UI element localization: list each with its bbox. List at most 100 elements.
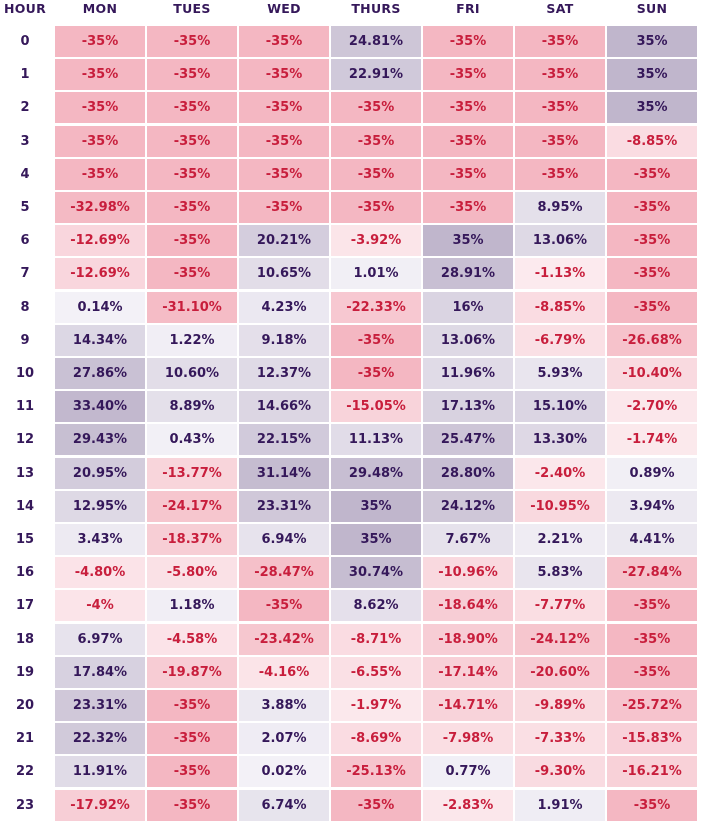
cell-wed-19: -4.16% bbox=[239, 656, 329, 688]
cell-fri-4: -35% bbox=[423, 158, 513, 190]
cell-tues-12: 0.43% bbox=[147, 424, 237, 456]
cell-thurs-16: 30.74% bbox=[331, 557, 421, 589]
row-label-hour-21: 21 bbox=[15, 731, 35, 747]
cell-tues-20: -35% bbox=[147, 690, 237, 721]
cell-fri-19: -17.14% bbox=[423, 656, 513, 688]
cell-sat-12: 13.30% bbox=[515, 424, 605, 456]
cell-sun-7: -35% bbox=[607, 258, 697, 290]
cell-sat-16: 5.83% bbox=[515, 557, 605, 589]
cell-tues-3: -35% bbox=[147, 125, 237, 157]
cell-fri-1: -35% bbox=[423, 59, 513, 91]
cell-sun-10: -10.40% bbox=[607, 358, 697, 389]
cell-tues-8: -31.10% bbox=[147, 291, 237, 323]
cell-thurs-22: -25.13% bbox=[331, 756, 421, 788]
cell-sun-2: 35% bbox=[607, 92, 697, 124]
cell-mon-16: -4.80% bbox=[55, 557, 145, 589]
cell-tues-1: -35% bbox=[147, 59, 237, 91]
cell-mon-15: 3.43% bbox=[55, 524, 145, 555]
cell-mon-12: 29.43% bbox=[55, 424, 145, 456]
cell-tues-13: -13.77% bbox=[147, 457, 237, 489]
row-label-hour-18: 18 bbox=[15, 631, 35, 647]
column-header-tues: TUES bbox=[173, 1, 211, 16]
cell-sun-3: -8.85% bbox=[607, 125, 697, 157]
cell-wed-4: -35% bbox=[239, 158, 329, 190]
cell-sat-19: -20.60% bbox=[515, 656, 605, 688]
cell-fri-11: 17.13% bbox=[423, 391, 513, 423]
cell-sat-2: -35% bbox=[515, 92, 605, 124]
cell-sat-22: -9.30% bbox=[515, 756, 605, 788]
cell-wed-14: 23.31% bbox=[239, 490, 329, 522]
cell-fri-7: 28.91% bbox=[423, 258, 513, 290]
row-label-hour-3: 3 bbox=[20, 133, 30, 149]
cell-fri-22: 0.77% bbox=[423, 756, 513, 788]
cell-wed-20: 3.88% bbox=[239, 690, 329, 721]
cell-wed-21: 2.07% bbox=[239, 723, 329, 755]
cell-wed-18: -23.42% bbox=[239, 623, 329, 655]
cell-mon-0: -35% bbox=[55, 26, 145, 57]
column-header-fri: FRI bbox=[456, 1, 480, 16]
column-header-sun: SUN bbox=[636, 1, 668, 16]
cell-thurs-12: 11.13% bbox=[331, 424, 421, 456]
cell-wed-0: -35% bbox=[239, 26, 329, 57]
cell-tues-9: 1.22% bbox=[147, 324, 237, 356]
cell-thurs-10: -35% bbox=[331, 358, 421, 389]
column-header-mon: MON bbox=[82, 1, 118, 16]
cell-fri-0: -35% bbox=[423, 26, 513, 57]
cell-thurs-8: -22.33% bbox=[331, 291, 421, 323]
cell-wed-1: -35% bbox=[239, 59, 329, 91]
row-label-hour-2: 2 bbox=[20, 100, 30, 116]
cell-tues-22: -35% bbox=[147, 756, 237, 788]
cell-wed-9: 9.18% bbox=[239, 324, 329, 356]
cell-thurs-17: 8.62% bbox=[331, 590, 421, 622]
cell-wed-22: 0.02% bbox=[239, 756, 329, 788]
column-header-wed: WED bbox=[267, 1, 301, 16]
cell-tues-6: -35% bbox=[147, 225, 237, 257]
cell-sun-9: -26.68% bbox=[607, 324, 697, 356]
row-label-hour-1: 1 bbox=[20, 67, 30, 83]
cell-thurs-9: -35% bbox=[331, 324, 421, 356]
row-label-hour-20: 20 bbox=[15, 698, 35, 713]
cell-tues-21: -35% bbox=[147, 723, 237, 755]
cell-wed-2: -35% bbox=[239, 92, 329, 124]
cell-tues-19: -19.87% bbox=[147, 656, 237, 688]
cell-wed-8: 4.23% bbox=[239, 291, 329, 323]
cell-tues-10: 10.60% bbox=[147, 358, 237, 389]
cell-wed-5: -35% bbox=[239, 192, 329, 223]
row-label-hour-6: 6 bbox=[20, 233, 30, 249]
cell-sat-13: -2.40% bbox=[515, 457, 605, 489]
cell-sun-17: -35% bbox=[607, 590, 697, 622]
cell-sun-8: -35% bbox=[607, 291, 697, 323]
cell-wed-13: 31.14% bbox=[239, 457, 329, 489]
cell-sun-4: -35% bbox=[607, 158, 697, 190]
cell-sat-4: -35% bbox=[515, 158, 605, 190]
cell-thurs-14: 35% bbox=[331, 490, 421, 522]
cell-tues-11: 8.89% bbox=[147, 391, 237, 423]
cell-thurs-11: -15.05% bbox=[331, 391, 421, 423]
cell-thurs-13: 29.48% bbox=[331, 457, 421, 489]
cell-sun-13: 0.89% bbox=[607, 457, 697, 489]
row-label-hour-23: 23 bbox=[15, 797, 35, 813]
cell-fri-16: -10.96% bbox=[423, 557, 513, 589]
cell-fri-12: 25.47% bbox=[423, 424, 513, 456]
cell-sat-9: -6.79% bbox=[515, 324, 605, 356]
cell-mon-19: 17.84% bbox=[55, 656, 145, 688]
row-label-hour-16: 16 bbox=[15, 565, 35, 581]
cell-sat-8: -8.85% bbox=[515, 291, 605, 323]
row-label-hour-17: 17 bbox=[15, 598, 35, 614]
row-label-hour-5: 5 bbox=[20, 200, 30, 215]
cell-sun-12: -1.74% bbox=[607, 424, 697, 456]
cell-fri-20: -14.71% bbox=[423, 690, 513, 721]
row-label-hour-0: 0 bbox=[20, 34, 30, 49]
cell-sun-15: 4.41% bbox=[607, 524, 697, 555]
cell-mon-3: -35% bbox=[55, 125, 145, 157]
cell-tues-7: -35% bbox=[147, 258, 237, 290]
cell-thurs-5: -35% bbox=[331, 192, 421, 223]
cell-fri-5: -35% bbox=[423, 192, 513, 223]
cell-sat-11: 15.10% bbox=[515, 391, 605, 423]
cell-mon-14: 12.95% bbox=[55, 490, 145, 522]
cell-mon-21: 22.32% bbox=[55, 723, 145, 755]
cell-wed-15: 6.94% bbox=[239, 524, 329, 555]
cell-mon-13: 20.95% bbox=[55, 457, 145, 489]
cell-mon-18: 6.97% bbox=[55, 623, 145, 655]
cell-sun-21: -15.83% bbox=[607, 723, 697, 755]
